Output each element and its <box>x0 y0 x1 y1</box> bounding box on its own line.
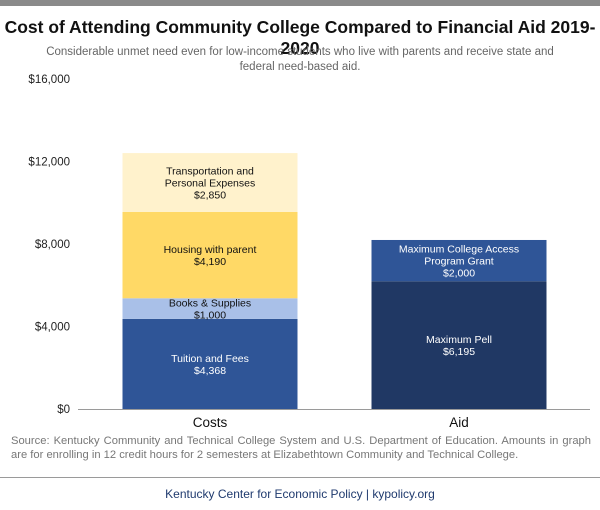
top-rule <box>0 0 600 6</box>
category-label-costs: Costs <box>193 415 228 430</box>
y-tick-label: $8,000 <box>35 239 70 251</box>
segment-label-books-supplies: Books & Supplies <box>169 298 251 310</box>
bar-segment-maximum-pell <box>371 281 547 409</box>
bar-segment-books-supplies <box>122 298 298 319</box>
stacked-bar-chart: $0 $4,000 $8,000 $12,000 $16,000 Tuition and … <box>28 74 590 430</box>
segment-label-maximum-pell: Maximum Pell <box>426 334 492 346</box>
bar-segment-transportation-and-personal-expenses <box>122 153 298 212</box>
segment-label-housing-with-parent: Housing with parent <box>164 244 257 256</box>
data-label-transportation-and-personal-expenses: $2,850 <box>194 189 226 201</box>
bar-segment-tuition-and-fees <box>122 318 298 409</box>
data-label-tuition-and-fees: $4,368 <box>194 365 226 377</box>
y-tick-label: $16,000 <box>28 74 70 86</box>
segment-label-transportation-and-personal-expenses: Personal Expenses <box>165 177 255 189</box>
bar-segment-maximum-college-access-program-grant <box>371 239 547 282</box>
chart-title: Cost of Attending Community College Comp… <box>4 17 596 58</box>
data-label-housing-with-parent: $4,190 <box>194 256 226 268</box>
source-note: Source: Kentucky Community and Technical… <box>11 435 591 461</box>
y-tick-label: $0 <box>57 404 70 416</box>
data-label-books-supplies: $1,000 <box>194 310 226 322</box>
chart-subtitle: Considerable unmet need even for low-inc… <box>46 46 554 73</box>
segment-label-maximum-college-access-program-grant: Program Grant <box>424 256 494 268</box>
bar-segment-housing-with-parent <box>122 211 298 299</box>
category-label-aid: Aid <box>449 415 469 430</box>
segment-label-transportation-and-personal-expenses: Transportation and <box>166 165 254 177</box>
footer-credit: Kentucky Center for Economic Policy | ky… <box>165 487 435 501</box>
data-label-maximum-pell: $6,195 <box>443 346 475 358</box>
footer-rule <box>0 477 600 478</box>
y-tick-label: $4,000 <box>35 322 70 334</box>
y-tick-label: $12,000 <box>28 157 70 169</box>
segment-label-tuition-and-fees: Tuition and Fees <box>171 353 249 365</box>
segment-label-maximum-college-access-program-grant: Maximum College Access <box>399 244 519 256</box>
data-label-maximum-college-access-program-grant: $2,000 <box>443 268 475 280</box>
